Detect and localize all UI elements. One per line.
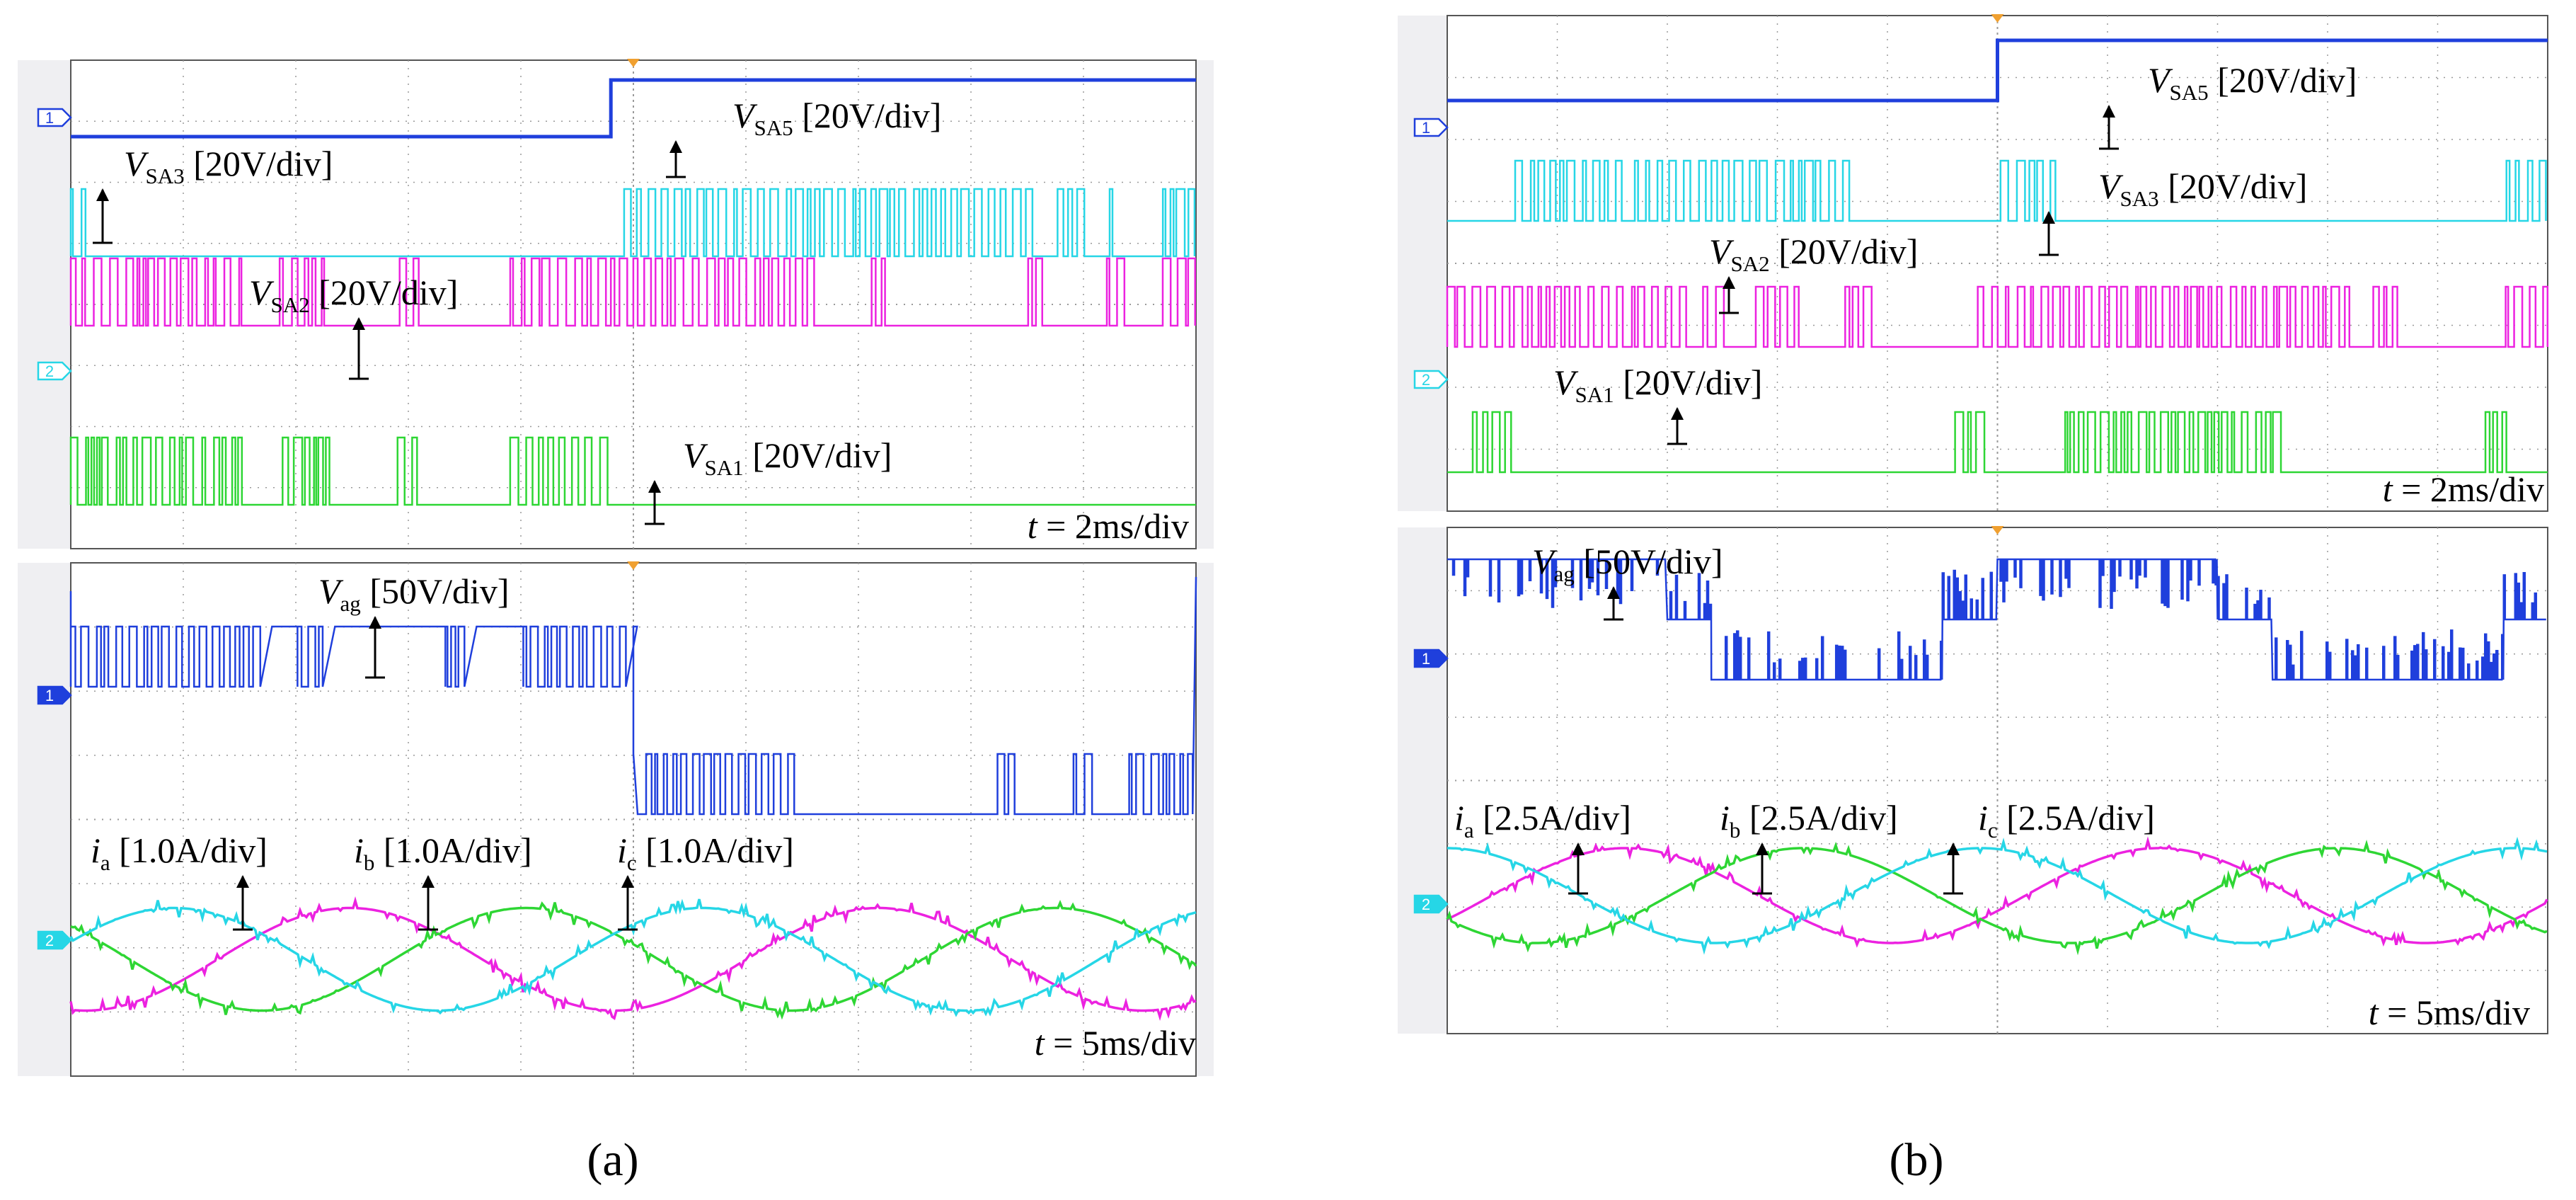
signal-label-vsa3: VSA3 [20V/div] bbox=[124, 144, 333, 188]
signal-label-vsa5: VSA5 [20V/div] bbox=[2148, 60, 2357, 105]
caption-b: (b) bbox=[1890, 1134, 1944, 1186]
scale-arrow bbox=[2039, 211, 2059, 256]
trigger-marker bbox=[627, 59, 640, 67]
grid bbox=[1447, 527, 2548, 1034]
signal-label-vsa1: VSA1 [20V/div] bbox=[1553, 362, 1762, 407]
trigger-marker bbox=[627, 561, 640, 570]
scale-arrow bbox=[1719, 276, 1739, 314]
trace-ia bbox=[69, 898, 1197, 1017]
time-scale-label: t = 2ms/div bbox=[1028, 506, 1189, 546]
scale-arrow bbox=[349, 317, 369, 380]
trigger-marker bbox=[1991, 526, 2004, 535]
trace-vsa3 bbox=[69, 188, 1196, 258]
trace-vag bbox=[1447, 558, 2546, 681]
caption-a: (a) bbox=[587, 1134, 638, 1186]
panel-b-bottom: 1 2 Vag [50V/div] ia [2.5A/div] ib [2.5A/div… bbox=[1398, 526, 2548, 1034]
signal-label-ia: ia [1.0A/div] bbox=[91, 830, 268, 875]
channel-marker bbox=[1413, 648, 1449, 668]
trace-vsa5 bbox=[71, 78, 1196, 139]
scale-arrow bbox=[645, 480, 665, 525]
trace-vsa2 bbox=[69, 257, 1196, 327]
signal-label-ib: ib [1.0A/div] bbox=[354, 830, 532, 875]
scale-arrow bbox=[1604, 586, 1623, 621]
trace-ia bbox=[1447, 836, 2548, 955]
panel-a-top: 1234VSA5 [20V/div]VSA3 [20V/div]VSA2 [20… bbox=[18, 59, 1214, 893]
channel-number: 1 bbox=[45, 687, 54, 704]
channel-marker bbox=[37, 361, 72, 381]
signal-label-ic: ic [2.5A/div] bbox=[1978, 798, 2155, 842]
channel-number: 1 bbox=[1422, 650, 1430, 668]
time-scale-label: t = 5ms/div bbox=[1035, 1023, 1196, 1063]
trace-vsa2 bbox=[1446, 285, 2549, 348]
scale-arrow bbox=[1752, 842, 1772, 895]
trace-ib bbox=[1447, 836, 2548, 948]
channel-number: 2 bbox=[1422, 371, 1430, 389]
channel-marker bbox=[1413, 370, 1449, 389]
channel-marker bbox=[37, 108, 72, 127]
scale-arrow bbox=[618, 875, 638, 931]
signal-label-ia: ia [2.5A/div] bbox=[1454, 798, 1631, 842]
trace-vsa1 bbox=[69, 436, 1196, 506]
trigger-marker bbox=[1991, 14, 2004, 23]
panel-a-bottom: 1 2 Vag [50V/div] ia [1.0A/div] ib [1.0A/div… bbox=[18, 561, 1214, 1077]
trace-ic bbox=[70, 899, 1197, 1020]
signal-label-vag: Vag [50V/div] bbox=[318, 571, 510, 616]
scale-arrow bbox=[233, 875, 253, 931]
scale-arrow bbox=[1667, 407, 1687, 445]
channel-number: 2 bbox=[45, 362, 54, 380]
signal-label-vsa5: VSA5 [20V/div] bbox=[732, 96, 941, 140]
scale-arrow bbox=[2099, 105, 2119, 150]
time-scale-label: t = 2ms/div bbox=[2383, 469, 2544, 509]
channel-number: 1 bbox=[45, 109, 54, 127]
scale-arrow bbox=[1568, 842, 1588, 895]
scale-arrow bbox=[1943, 842, 1963, 895]
grid bbox=[1447, 16, 2548, 511]
scale-arrow bbox=[365, 616, 385, 679]
trace-vag bbox=[69, 576, 1197, 816]
channel-number: 1 bbox=[1422, 119, 1430, 137]
signal-label-vsa1: VSA1 [20V/div] bbox=[683, 435, 892, 480]
scale-arrow bbox=[93, 188, 113, 244]
signal-label-ib: ib [2.5A/div] bbox=[1720, 798, 1898, 842]
scale-arrow bbox=[418, 875, 438, 931]
channel-number: 2 bbox=[45, 932, 54, 949]
trace-ic bbox=[1446, 840, 2548, 956]
signal-label-vsa2: VSA2 [20V/div] bbox=[249, 273, 458, 317]
signal-label-vsa3: VSA3 [20V/div] bbox=[2098, 166, 2307, 211]
channel-number: 2 bbox=[1422, 896, 1430, 913]
signal-label-vsa2: VSA2 [20V/div] bbox=[1709, 232, 1918, 276]
time-scale-label: t = 5ms/div bbox=[2369, 993, 2530, 1032]
trace-vsa5 bbox=[1447, 38, 2548, 103]
scale-arrow bbox=[666, 140, 686, 178]
channel-marker bbox=[1413, 894, 1449, 914]
signal-label-vag: Vag [50V/div] bbox=[1532, 542, 1723, 586]
channel-marker bbox=[1413, 118, 1449, 137]
trace-vsa3 bbox=[1447, 159, 2547, 222]
panel-b-top: 1234VSA5 [20V/div]VSA3 [20V/div]VSA2 [20… bbox=[1398, 14, 2549, 899]
channel-marker bbox=[37, 685, 72, 705]
signal-label-ic: ic [1.0A/div] bbox=[617, 830, 794, 875]
trace-vsa1 bbox=[1447, 411, 2548, 474]
channel-marker bbox=[37, 930, 72, 950]
